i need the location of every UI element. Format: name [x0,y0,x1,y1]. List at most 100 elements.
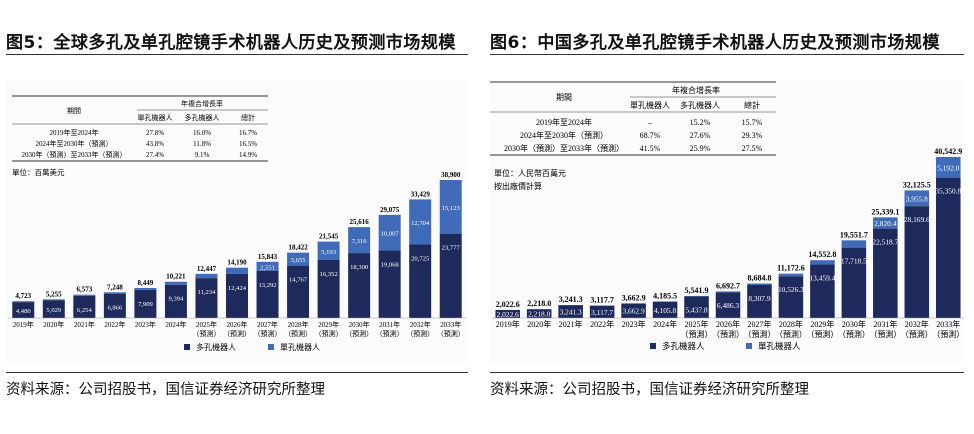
total-label: 5,541.9 [685,286,709,295]
bar-segment-multiport [348,253,371,318]
bar-segment-multiport [747,285,772,318]
segment-label: 12,424 [228,285,247,292]
segment-label: 7,909 [138,301,154,308]
category-label: 2028年 [779,319,803,329]
segment-label: 22,518.7 [872,238,898,247]
legend-label: 單孔機器人 [280,342,320,352]
total-label: 2,022.6 [496,300,520,309]
total-label: 4,185.5 [653,291,677,300]
segment-label: 3,655 [291,257,307,264]
segment-label: 7,316 [352,238,368,245]
total-label: 3,241.3 [559,295,583,304]
category-label: （預測） [775,329,807,339]
unit-label: 單位：百萬美元 [12,167,65,177]
category-label: （預測） [223,329,251,338]
category-label: （預測） [406,329,434,338]
total-label: 18,422 [288,244,308,252]
category-label: （預測） [284,329,312,338]
legend-swatch [184,344,190,350]
category-label: （預測） [901,329,933,339]
table-col-header: 多孔機器人 [185,113,220,122]
table-row-period: 2019年至2024年 [536,117,592,127]
bar-segment-multiport [409,244,432,318]
segment-label: 2,218.0 [528,310,550,319]
segment-label: 16,352 [320,271,338,278]
table-cell: 16.5% [239,140,257,148]
segment-label: 6,254 [77,307,93,314]
segment-label: 4,480 [16,308,32,315]
title-divider [6,54,468,55]
bars: 4,480 4,723 5,029 5,255 6,254 6,573 6,866 7,248… [12,171,462,318]
table-row-period: 2019年至2024年 [50,128,99,137]
unit-label: 單位：人民幣百萬元 [494,168,566,178]
table-col-header: 多孔機器人 [680,100,720,110]
segment-label: 3,117.7 [591,308,613,317]
bar-segment-singleport [715,291,741,293]
segment-label: 11,234 [198,289,217,296]
category-label: 2022年 [104,320,125,329]
total-label: 21,545 [319,233,339,241]
category-label: （預測） [838,329,870,339]
bar-segment-multiport [778,276,804,318]
bar-segment-multiport [935,177,961,318]
category-label: 2033年 [440,320,461,329]
title-divider [490,54,964,55]
total-label: 6,573 [76,286,92,294]
segment-label: 10,007 [381,231,400,238]
total-label: 40,542.9 [934,147,962,156]
segment-label: 13,459.4 [809,274,835,283]
category-label: 2023年 [622,319,646,329]
table-row-period: 2024年至2030年（預測） [36,139,113,148]
total-label: 12,447 [197,265,217,273]
bar-segment-singleport [904,190,930,207]
category-label: （預測） [681,329,713,339]
bar-segment-multiport [589,305,615,318]
category-label: 2023年 [135,320,156,329]
legend-swatch [650,343,656,349]
bar-segment-multiport [317,259,340,318]
category-label: 2027年 [257,320,278,329]
legend: 多孔機器人 單孔機器人 [650,341,801,351]
total-label: 8,449 [138,279,154,287]
bar-segment-multiport [226,273,248,318]
bar-segment-singleport [226,267,248,274]
bars: 2,022.62,022.6 2,218.0 2,218.0 3,241.3 3,241… [495,147,962,319]
bar-segment-multiport [652,301,678,318]
category-label: （預測） [712,329,744,339]
table-cell: 15.7% [742,118,763,127]
bar-segment-multiport [256,270,279,318]
category-label: 2022年 [590,319,614,329]
segment-label: 2,022.6 [497,310,519,319]
total-label: 33,429 [411,190,431,198]
category-label: 2019年 [496,319,520,329]
bar-segment-singleport [256,261,279,271]
bar-segment-multiport [12,302,35,318]
category-label: 2033年 [936,319,960,329]
total-label: 10,221 [166,273,186,281]
segment-label: 23,777 [442,245,461,252]
segment-label: 20,725 [411,255,430,262]
segment-label: 5,437.8 [685,305,707,314]
bar-segment-singleport [841,240,867,248]
bar-segment-multiport [195,278,218,318]
bar-segment-multiport [287,265,310,318]
figure-title: 图6：中国多孔及单孔腔镜手术机器人历史及预测市场规模 [490,33,940,53]
unit-label: 按出廠價計算 [494,181,542,191]
bar-segment-multiport [904,206,930,318]
legend-label: 單孔機器人 [758,341,801,351]
category-label: （預測） [254,329,282,338]
category-label: 2025年 [196,320,217,329]
legend-label: 多孔機器人 [662,341,705,351]
segment-label: 14,767 [289,277,308,284]
total-label: 25,616 [350,218,370,226]
bar-segment-singleport [409,199,432,245]
bar-segment-multiport [73,295,96,318]
table-cell: 25.9% [690,144,711,153]
bar-segment-singleport [873,217,898,229]
table-cell: 27.8% [146,129,164,137]
total-label: 4,723 [15,292,31,300]
table-period-header: 期間 [67,107,81,115]
bar-segment-singleport [935,157,961,178]
